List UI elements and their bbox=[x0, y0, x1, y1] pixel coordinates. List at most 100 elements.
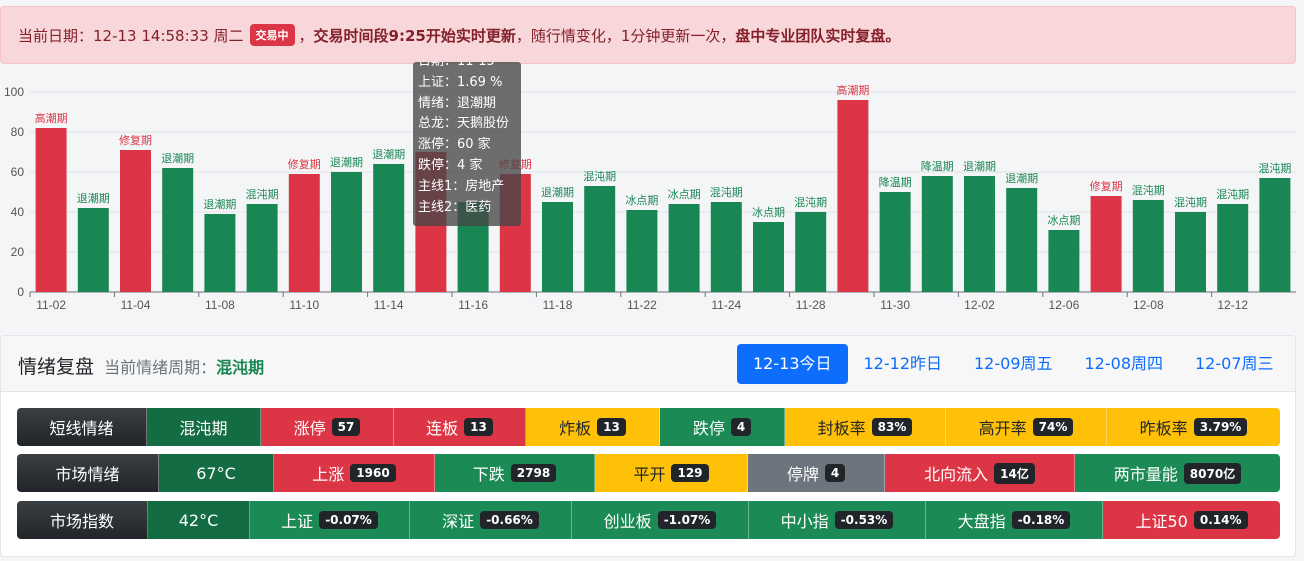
metric-cell[interactable]: 停牌 4 bbox=[748, 454, 885, 492]
bar bbox=[1006, 188, 1038, 292]
trading-badge: 交易中 bbox=[249, 24, 295, 46]
alert-team-text: 盘中专业团队实时复盘。 bbox=[735, 26, 901, 45]
x-tick-label: 12-02 bbox=[964, 298, 995, 312]
metric-cell[interactable]: 上证50 0.14% bbox=[1103, 501, 1280, 539]
x-tick-label: 11-10 bbox=[289, 298, 319, 312]
metric-cell[interactable]: 短线情绪 bbox=[17, 408, 147, 446]
metric-cell[interactable]: 上证 -0.07% bbox=[250, 501, 410, 539]
metric-label: 中小指 bbox=[780, 512, 829, 531]
metric-label: 炸板 bbox=[559, 419, 592, 438]
metric-value-badge: -0.07% bbox=[319, 511, 378, 529]
metric-cell[interactable]: 高开率 74% bbox=[946, 408, 1107, 446]
metric-cell[interactable]: 42°C bbox=[148, 501, 250, 539]
bar bbox=[1090, 196, 1122, 292]
chart-svg: 020406080100高潮期退潮期修复期退潮期退潮期混沌期修复期退潮期退潮期修… bbox=[4, 83, 1296, 312]
metric-label: 市场情绪 bbox=[55, 465, 120, 484]
bar bbox=[331, 172, 362, 292]
metric-cell[interactable]: 67°C bbox=[159, 454, 274, 492]
metric-cell[interactable]: 大盘指 -0.18% bbox=[926, 501, 1103, 539]
metric-label: 混沌期 bbox=[179, 419, 228, 438]
x-tick-label: 11-14 bbox=[374, 298, 404, 312]
x-tick-label: 12-08 bbox=[1133, 298, 1164, 312]
metric-value-badge: 0.14% bbox=[1193, 511, 1248, 529]
date-tab[interactable]: 12-07周三 bbox=[1195, 354, 1274, 373]
metric-cell[interactable]: 下跌 2798 bbox=[435, 454, 595, 492]
metric-value-badge: 83% bbox=[871, 418, 913, 436]
metric-row: 市场情绪 67°C 上涨 1960 下跌 2798 平开 129 停牌 4 北向流入 14亿 两市量能 8… bbox=[17, 454, 1280, 492]
alert-update-time: 交易时间段9:25开始实时更新 bbox=[313, 26, 516, 45]
bar bbox=[710, 202, 742, 292]
metric-label: 跌停 bbox=[692, 419, 725, 438]
metric-cell[interactable]: 跌停 4 bbox=[660, 408, 785, 446]
bar-label: 修复期 bbox=[1090, 179, 1123, 193]
metric-cell[interactable]: 炸板 13 bbox=[526, 408, 660, 446]
metric-value-badge: 129 bbox=[671, 464, 709, 482]
metric-value-badge: -0.53% bbox=[834, 511, 894, 529]
bar bbox=[373, 164, 405, 292]
bar bbox=[162, 168, 194, 292]
x-tick-label: 11-04 bbox=[121, 298, 151, 312]
bar bbox=[1048, 230, 1080, 292]
bar bbox=[120, 150, 151, 292]
bar-label: 降温期 bbox=[921, 159, 954, 173]
metric-value-badge: 14亿 bbox=[994, 462, 1035, 484]
bar-label: 混沌期 bbox=[1258, 162, 1291, 175]
metric-label: 市场指数 bbox=[49, 512, 114, 531]
metric-value-badge: 4 bbox=[730, 418, 752, 436]
bar-label: 混沌期 bbox=[1216, 188, 1249, 201]
metric-value-badge: -1.07% bbox=[657, 511, 717, 529]
x-tick-label: 11-22 bbox=[627, 298, 657, 312]
bar bbox=[879, 192, 911, 292]
date-tab[interactable]: 12-08周四 bbox=[1084, 354, 1164, 373]
bar-label: 冰点期 bbox=[625, 194, 658, 207]
metric-cell[interactable]: 创业板 -1.07% bbox=[572, 501, 749, 539]
bar-label: 混沌期 bbox=[1174, 196, 1207, 209]
metric-cell[interactable]: 市场情绪 bbox=[17, 454, 159, 492]
bar-label: 退潮期 bbox=[203, 197, 236, 211]
date-tab[interactable]: 12-13今日 bbox=[737, 344, 848, 384]
x-tick-label: 11-28 bbox=[796, 298, 826, 312]
y-tick-label: 60 bbox=[11, 165, 25, 179]
metric-cell[interactable]: 连板 13 bbox=[394, 408, 526, 446]
metric-label: 高开率 bbox=[978, 419, 1027, 438]
metric-label: 涨停 bbox=[293, 419, 326, 438]
metric-cell[interactable]: 涨停 57 bbox=[261, 408, 394, 446]
bar-label: 冰点期 bbox=[668, 188, 701, 201]
bar-label: 修复期 bbox=[288, 157, 321, 171]
date-tab[interactable]: 12-09周五 bbox=[974, 354, 1053, 373]
bar-label: 混沌期 bbox=[246, 188, 279, 201]
metric-cell[interactable]: 昨板率 3.79% bbox=[1107, 408, 1280, 446]
metric-cell[interactable]: 上涨 1960 bbox=[274, 454, 435, 492]
bar bbox=[542, 202, 573, 292]
metric-cell[interactable]: 北向流入 14亿 bbox=[885, 454, 1075, 492]
tooltip-line: 情绪：退潮期 bbox=[418, 95, 497, 111]
x-tick-label: 12-06 bbox=[1049, 298, 1080, 312]
metric-cell[interactable]: 平开 129 bbox=[595, 454, 748, 492]
metric-cell[interactable]: 两市量能 8070亿 bbox=[1075, 454, 1280, 492]
x-tick-label: 11-24 bbox=[711, 298, 741, 312]
bar bbox=[1132, 200, 1164, 292]
sentiment-review-panel: 情绪复盘 当前情绪周期：混沌期 12-13今日 12-12昨日 12-09周五 12-… bbox=[0, 335, 1296, 557]
bar bbox=[1259, 178, 1291, 292]
metric-cell[interactable]: 混沌期 bbox=[147, 408, 261, 446]
metric-value-badge: 13 bbox=[597, 418, 626, 436]
metric-cell[interactable]: 深证 -0.66% bbox=[410, 501, 572, 539]
metric-cell[interactable]: 封板率 83% bbox=[785, 408, 946, 446]
metric-label: 短线情绪 bbox=[49, 419, 114, 438]
bar-label: 高潮期 bbox=[35, 111, 68, 125]
bar-label: 退潮期 bbox=[372, 147, 405, 161]
tooltip-line: 涨停：60 家 bbox=[418, 137, 491, 153]
sentiment-bar-chart: 020406080100高潮期退潮期修复期退潮期退潮期混沌期修复期退潮期退潮期修… bbox=[0, 66, 1304, 320]
date-tab[interactable]: 12-12昨日 bbox=[863, 354, 943, 373]
bar bbox=[1217, 204, 1249, 292]
bar bbox=[795, 212, 827, 292]
bar bbox=[288, 174, 320, 292]
status-alert: 当前日期： 12-13 14:58:33 周二 交易中 ， 交易时间段9:25开… bbox=[0, 6, 1296, 64]
metric-cell[interactable]: 市场指数 bbox=[17, 501, 148, 539]
metric-cell[interactable]: 中小指 -0.53% bbox=[749, 501, 926, 539]
panel-header: 情绪复盘 当前情绪周期：混沌期 12-13今日 12-12昨日 12-09周五 12-… bbox=[1, 336, 1295, 392]
y-tick-label: 20 bbox=[11, 245, 25, 259]
x-tick-label: 11-16 bbox=[458, 298, 488, 312]
metric-label: 昨板率 bbox=[1139, 419, 1188, 438]
